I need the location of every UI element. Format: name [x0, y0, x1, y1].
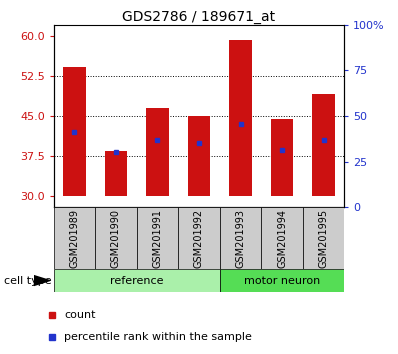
Text: GSM201994: GSM201994 [277, 209, 287, 268]
Text: reference: reference [110, 275, 164, 286]
Text: percentile rank within the sample: percentile rank within the sample [64, 332, 252, 342]
Bar [95, 207, 137, 269]
Bar [137, 207, 178, 269]
Bar [146, 108, 169, 196]
Bar [54, 269, 220, 292]
Text: cell type: cell type [4, 275, 52, 286]
Bar [54, 207, 95, 269]
Bar [220, 269, 344, 292]
Bar [312, 95, 335, 196]
Text: motor neuron: motor neuron [244, 275, 320, 286]
Text: GSM201991: GSM201991 [152, 209, 162, 268]
Bar [261, 207, 303, 269]
Bar [178, 207, 220, 269]
Text: GSM201995: GSM201995 [318, 209, 328, 268]
Text: count: count [64, 309, 96, 320]
Polygon shape [34, 275, 50, 285]
Text: GSM201990: GSM201990 [111, 209, 121, 268]
Bar [220, 207, 261, 269]
Bar [105, 151, 127, 196]
Title: GDS2786 / 189671_at: GDS2786 / 189671_at [123, 10, 275, 24]
Text: GSM201992: GSM201992 [194, 209, 204, 268]
Bar [229, 40, 252, 196]
Bar [271, 119, 293, 196]
Bar [303, 207, 344, 269]
Text: GSM201993: GSM201993 [236, 209, 246, 268]
Bar [187, 116, 211, 196]
Bar [63, 67, 86, 196]
Text: GSM201989: GSM201989 [70, 209, 80, 268]
